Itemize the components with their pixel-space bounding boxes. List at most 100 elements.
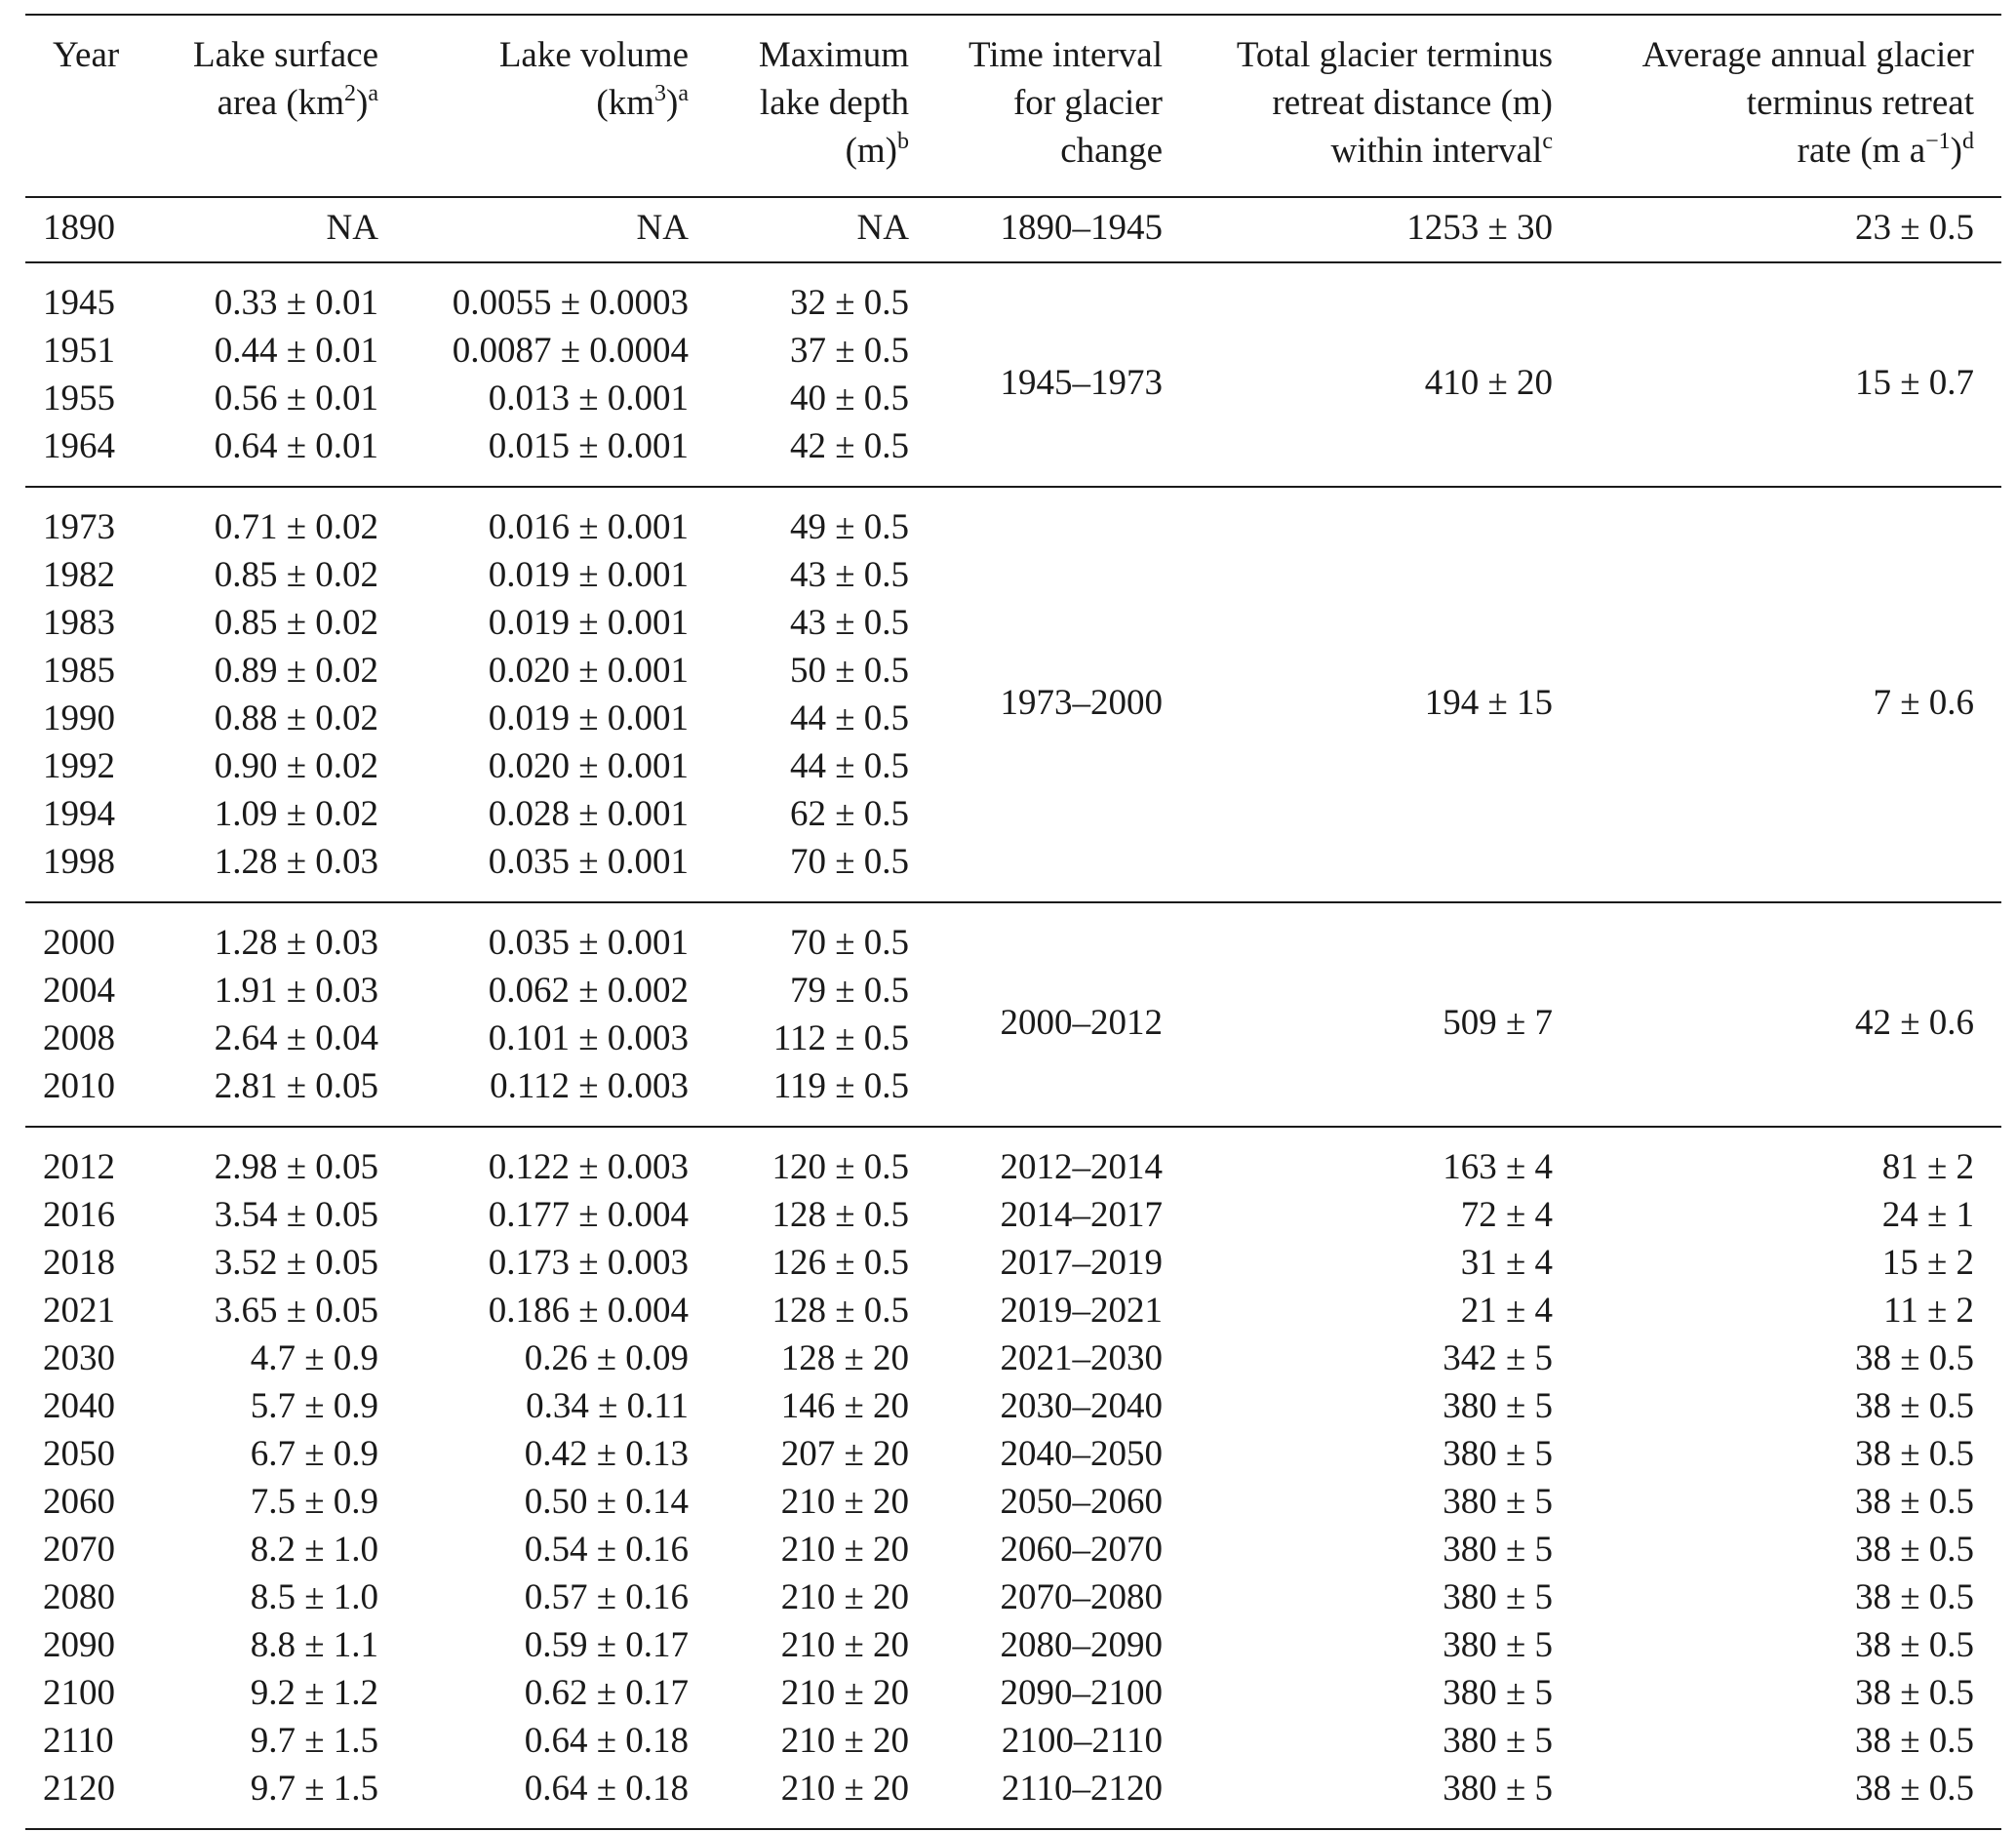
table-row: 2021 3.65 ± 0.05 0.186 ± 0.004 128 ± 0.5 201…	[25, 1287, 2001, 1334]
table-row: 2012 2.98 ± 0.05 0.122 ± 0.003 120 ± 0.5 201…	[25, 1127, 2001, 1191]
cell-lake-volume: 0.016 ± 0.001	[488, 507, 689, 547]
cell-maximum-lake-depth: 126 ± 0.5	[771, 1243, 909, 1283]
cell-maximum-lake-depth: 210 ± 20	[780, 1530, 909, 1570]
cell-year: 2080	[43, 1577, 115, 1617]
cell-retreat-rate: 38 ± 0.5	[1854, 1769, 1974, 1809]
header-line: Average annual glacier	[1641, 35, 1974, 75]
table-row: 1994 1.09 ± 0.02 0.028 ± 0.001 62 ± 0.5	[25, 790, 2001, 838]
cell-maximum-lake-depth: 210 ± 20	[780, 1577, 909, 1617]
cell-maximum-lake-depth: 37 ± 0.5	[789, 331, 909, 371]
cell-retreat-rate: 23 ± 0.5	[1854, 208, 1974, 248]
table-row: 2000 1.28 ± 0.03 0.035 ± 0.001 70 ± 0.5 2000…	[25, 902, 2001, 1043]
cell-retreat-rate: 15 ± 0.7	[1854, 362, 1974, 403]
header-line: within intervalc	[1330, 129, 1553, 171]
cell-maximum-lake-depth: 207 ± 20	[780, 1434, 909, 1474]
cell-retreat-rate: 38 ± 0.5	[1854, 1434, 1974, 1474]
cell-lake-surface-area: 0.64 ± 0.01	[214, 426, 378, 466]
cell-retreat-distance: 163 ± 4	[1443, 1147, 1553, 1187]
cell-lake-volume: 0.019 ± 0.001	[488, 698, 689, 738]
table-row: 2110 9.7 ± 1.5 0.64 ± 0.18 210 ± 20 2100–211…	[25, 1717, 2001, 1765]
cell-lake-surface-area: 2.81 ± 0.05	[214, 1066, 378, 1106]
cell-lake-volume: 0.54 ± 0.16	[524, 1530, 689, 1570]
header-average-annual-retreat-rate: Average annual glacier terminus retreat …	[1580, 14, 2001, 198]
cell-lake-volume: 0.028 ± 0.001	[488, 794, 689, 834]
cell-year: 2010	[43, 1066, 115, 1106]
cell-retreat-distance: 380 ± 5	[1443, 1386, 1553, 1426]
table-row: 2040 5.7 ± 0.9 0.34 ± 0.11 146 ± 20 2030–204…	[25, 1382, 2001, 1430]
cell-lake-surface-area: 0.71 ± 0.02	[214, 507, 378, 547]
cell-year: 2110	[43, 1721, 114, 1761]
cell-lake-surface-area: 2.64 ± 0.04	[214, 1018, 378, 1058]
cell-maximum-lake-depth: 40 ± 0.5	[789, 378, 909, 418]
cell-maximum-lake-depth: 210 ± 20	[780, 1769, 909, 1809]
cell-retreat-rate: 38 ± 0.5	[1854, 1338, 1974, 1378]
header-line: Lake surface	[192, 35, 378, 75]
cell-lake-volume: 0.64 ± 0.18	[524, 1769, 689, 1809]
cell-lake-volume: 0.013 ± 0.001	[488, 378, 689, 418]
cell-lake-volume: 0.062 ± 0.002	[488, 971, 689, 1011]
cell-lake-volume: 0.57 ± 0.16	[524, 1577, 689, 1617]
table-row: 2100 9.2 ± 1.2 0.62 ± 0.17 210 ± 20 2090–210…	[25, 1669, 2001, 1717]
cell-retreat-distance: 342 ± 5	[1443, 1338, 1553, 1378]
cell-maximum-lake-depth: 44 ± 0.5	[789, 698, 909, 738]
table-row: 1945 0.33 ± 0.01 0.0055 ± 0.0003 32 ± 0.5 19…	[25, 262, 2001, 403]
table-row: 2120 9.7 ± 1.5 0.64 ± 0.18 210 ± 20 2110–212…	[25, 1765, 2001, 1829]
header-time-interval: Time interval for glacier change	[936, 14, 1190, 198]
data-table-container: Year Lake surface area (km2)a Lake volum…	[25, 14, 2001, 1830]
cell-year: 2018	[43, 1243, 115, 1283]
cell-time-interval: 2050–2060	[1000, 1482, 1164, 1522]
cell-time-interval: 2014–2017	[1000, 1195, 1164, 1235]
cell-lake-surface-area: 9.7 ± 1.5	[250, 1721, 378, 1761]
cell-year: 2060	[43, 1482, 115, 1522]
cell-lake-surface-area: 0.89 ± 0.02	[214, 651, 378, 691]
cell-retreat-distance: 21 ± 4	[1460, 1291, 1553, 1331]
cell-retreat-distance: 380 ± 5	[1443, 1769, 1553, 1809]
cell-lake-volume: 0.101 ± 0.003	[488, 1018, 689, 1058]
cell-lake-surface-area: 9.2 ± 1.2	[250, 1673, 378, 1713]
cell-lake-surface-area: 3.54 ± 0.05	[214, 1195, 378, 1235]
cell-lake-volume: 0.62 ± 0.17	[524, 1673, 689, 1713]
cell-retreat-distance: 509 ± 7	[1443, 1002, 1553, 1043]
cell-lake-volume: 0.0055 ± 0.0003	[452, 283, 689, 323]
cell-lake-volume: 0.015 ± 0.001	[488, 426, 689, 466]
cell-retreat-rate: 38 ± 0.5	[1854, 1625, 1974, 1665]
cell-maximum-lake-depth: 210 ± 20	[780, 1721, 909, 1761]
cell-lake-volume: 0.0087 ± 0.0004	[452, 331, 689, 371]
table-row: 2010 2.81 ± 0.05 0.112 ± 0.003 119 ± 0.5	[25, 1062, 2001, 1127]
cell-maximum-lake-depth: 70 ± 0.5	[789, 842, 909, 882]
cell-lake-volume: 0.020 ± 0.001	[488, 651, 689, 691]
cell-lake-volume: 0.173 ± 0.003	[488, 1243, 689, 1283]
cell-lake-surface-area: 3.52 ± 0.05	[214, 1243, 378, 1283]
table-row: 1973 0.71 ± 0.02 0.016 ± 0.001 49 ± 0.5 1973…	[25, 487, 2001, 723]
cell-retreat-distance: 72 ± 4	[1460, 1195, 1553, 1235]
header-line: Total glacier terminus	[1236, 35, 1553, 75]
table-row: 1998 1.28 ± 0.03 0.035 ± 0.001 70 ± 0.5	[25, 838, 2001, 902]
cell-retreat-rate: 15 ± 2	[1881, 1243, 1974, 1283]
cell-time-interval: 2000–2012	[1000, 1002, 1164, 1043]
cell-year: 2040	[43, 1386, 115, 1426]
cell-retreat-rate: 24 ± 1	[1881, 1195, 1974, 1235]
table-row: 2018 3.52 ± 0.05 0.173 ± 0.003 126 ± 0.5 201…	[25, 1239, 2001, 1287]
cell-year: 1994	[43, 794, 115, 834]
cell-lake-volume: 0.112 ± 0.003	[490, 1066, 689, 1106]
cell-lake-surface-area: 1.91 ± 0.03	[214, 971, 378, 1011]
header-row: Year Lake surface area (km2)a Lake volum…	[25, 14, 2001, 198]
table-row: 1985 0.89 ± 0.02 0.020 ± 0.001 50 ± 0.5	[25, 647, 2001, 695]
cell-year: 2012	[43, 1147, 115, 1187]
cell-lake-surface-area: 1.09 ± 0.02	[214, 794, 378, 834]
cell-lake-volume: 0.42 ± 0.13	[524, 1434, 689, 1474]
table-row: 2080 8.5 ± 1.0 0.57 ± 0.16 210 ± 20 2070–208…	[25, 1573, 2001, 1621]
header-lake-surface-area: Lake surface area (km2)a	[142, 14, 406, 198]
cell-lake-surface-area: 8.5 ± 1.0	[250, 1577, 378, 1617]
cell-time-interval: 2080–2090	[1000, 1625, 1164, 1665]
header-line: Time interval	[968, 35, 1163, 75]
cell-retreat-distance: 380 ± 5	[1443, 1577, 1553, 1617]
cell-lake-surface-area: 0.33 ± 0.01	[214, 283, 378, 323]
table-row: 1990 0.88 ± 0.02 0.019 ± 0.001 44 ± 0.5	[25, 695, 2001, 742]
cell-maximum-lake-depth: 43 ± 0.5	[789, 555, 909, 595]
cell-maximum-lake-depth: 146 ± 20	[780, 1386, 909, 1426]
cell-time-interval: 1945–1973	[1000, 362, 1164, 403]
cell-lake-surface-area: 0.44 ± 0.01	[214, 331, 378, 371]
cell-lake-surface-area: 0.90 ± 0.02	[214, 746, 378, 786]
cell-year: 2008	[43, 1018, 115, 1058]
